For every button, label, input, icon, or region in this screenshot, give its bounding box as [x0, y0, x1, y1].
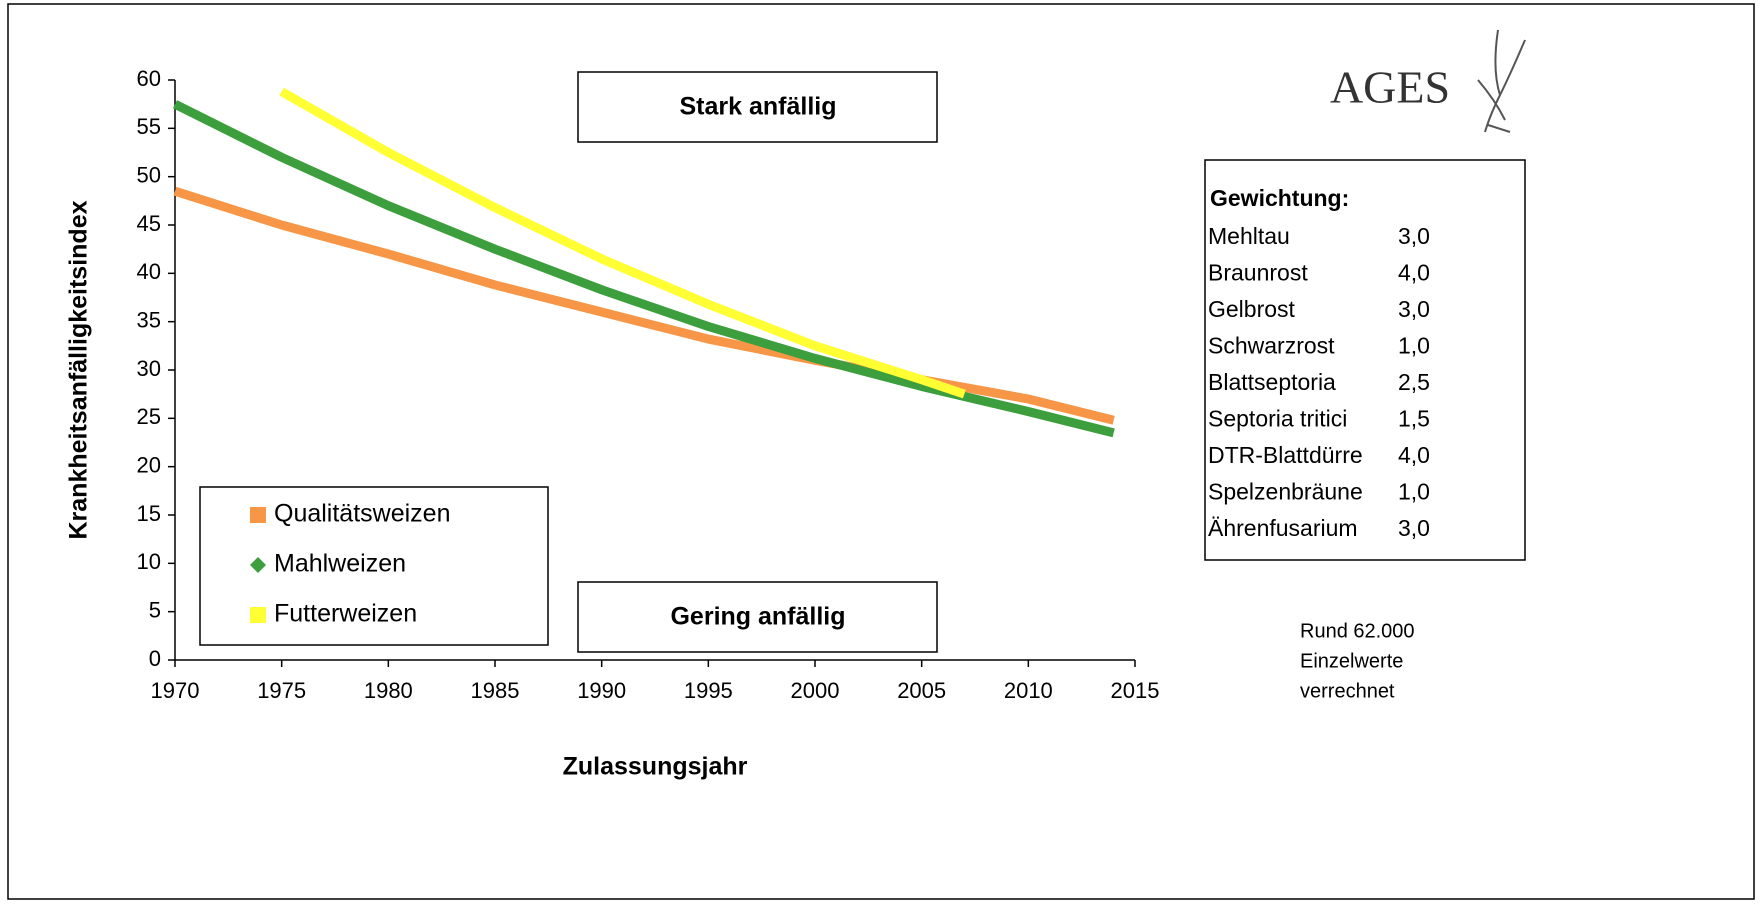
weight-name: Mehltau: [1208, 223, 1290, 249]
weight-name: Schwarzrost: [1208, 333, 1335, 359]
series-line: [172, 100, 1115, 438]
legend-label: Futterweizen: [274, 600, 417, 628]
weight-value: 4,0: [1398, 260, 1430, 286]
weight-name: Blattseptoria: [1208, 369, 1336, 395]
legend-label: Qualitätsweizen: [274, 500, 450, 528]
logo-figure: [1477, 29, 1526, 133]
y-tick-label: 40: [137, 259, 161, 284]
annotation-box: [577, 71, 938, 143]
weight-name: DTR-Blattdürre: [1208, 442, 1363, 468]
y-tick-label: 25: [137, 404, 161, 429]
weight-value: 3,0: [1398, 223, 1430, 249]
y-tick-label: 60: [137, 66, 161, 91]
x-tick-label: 1980: [364, 678, 413, 703]
annotation-box: [577, 581, 938, 653]
weight-name: Spelzenbräune: [1208, 479, 1363, 505]
weights-title: Gewichtung:: [1210, 185, 1349, 211]
y-tick-label: 30: [137, 356, 161, 381]
y-tick-label: 0: [149, 646, 161, 671]
x-tick-label: 2000: [791, 678, 840, 703]
x-tick-label: 1995: [684, 678, 733, 703]
y-tick-label: 45: [137, 211, 161, 236]
y-tick-label: 35: [137, 307, 161, 332]
series-line: [279, 87, 966, 399]
annotation: Gering anfällig: [670, 603, 845, 631]
y-tick-label: 20: [137, 452, 161, 477]
series-line: [173, 186, 1115, 425]
x-tick-label: 1990: [577, 678, 626, 703]
y-tick-label: 10: [137, 549, 161, 574]
weight-value: 3,0: [1398, 515, 1430, 541]
weight-name: Braunrost: [1208, 260, 1308, 286]
legend-marker: [250, 607, 266, 623]
frame: [7, 3, 1755, 900]
weight-name: Septoria tritici: [1208, 406, 1347, 432]
note: Einzelwerte: [1300, 650, 1403, 672]
weight-value: 1,0: [1398, 479, 1430, 505]
y-axis-label: Krankheitsanfälligkeitsindex: [65, 200, 93, 539]
x-tick-label: 1985: [471, 678, 520, 703]
note: verrechnet: [1300, 680, 1395, 702]
weight-value: 1,0: [1398, 333, 1430, 359]
legend-label: Mahlweizen: [274, 550, 406, 578]
x-axis-label: Zulassungsjahr: [563, 753, 748, 781]
annotation: Stark anfällig: [680, 93, 837, 121]
logo: AGES: [1330, 62, 1450, 113]
y-tick-label: 55: [137, 114, 161, 139]
x-tick-label: 2005: [897, 678, 946, 703]
y-tick-label: 50: [137, 162, 161, 187]
weight-value: 2,5: [1398, 369, 1430, 395]
note: Rund 62.000: [1300, 620, 1415, 642]
x-tick-label: 1970: [151, 678, 200, 703]
y-tick-label: 5: [149, 597, 161, 622]
x-tick-label: 2015: [1111, 678, 1160, 703]
legend-marker: [250, 507, 266, 523]
x-tick-label: 2010: [1004, 678, 1053, 703]
weight-value: 1,5: [1398, 406, 1430, 432]
weight-name: Ährenfusarium: [1208, 515, 1358, 541]
y-tick-label: 15: [137, 501, 161, 526]
weight-name: Gelbrost: [1208, 296, 1296, 322]
weight-value: 4,0: [1398, 442, 1430, 468]
x-tick-label: 1975: [257, 678, 306, 703]
weights-box: [1204, 159, 1526, 561]
legend-marker: [250, 557, 266, 573]
weight-value: 3,0: [1398, 296, 1430, 322]
